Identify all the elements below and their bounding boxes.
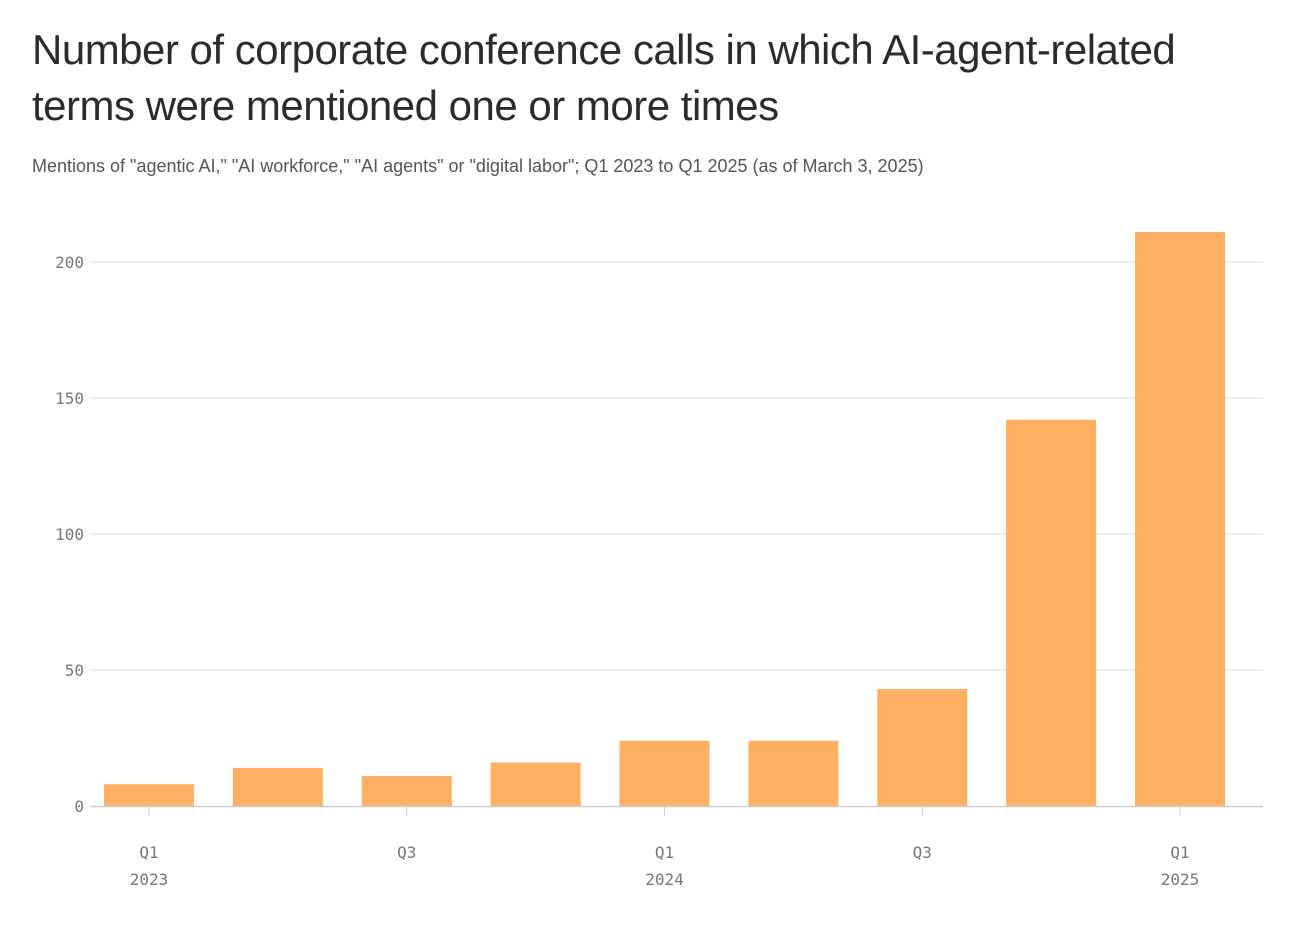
bar-q1-2023 [104,784,194,806]
bar-q1-2024 [619,740,710,806]
bar-q4-2024 [1006,419,1097,806]
x-tick-year-8: 2025 [1161,870,1200,889]
x-tick-quarter-0: Q1 [139,843,158,862]
x-tick-year-4: 2024 [645,870,684,889]
bar-q2-2024 [748,740,839,806]
bar-q4-2023 [490,762,581,806]
bar-q3-2023 [361,776,452,806]
x-tick-quarter-6: Q3 [913,843,932,862]
y-tick-label-0: 0 [74,797,84,816]
chart-subtitle: Mentions of "agentic AI," "AI workforce,… [32,156,924,176]
chart-title: Number of corporate conference calls in … [32,26,1176,129]
y-tick-label-50: 50 [65,661,84,680]
x-tick-quarter-4: Q1 [655,843,674,862]
bar-q1-2025 [1135,232,1225,806]
bars [104,232,1225,806]
x-axis-ticks: Q1 2023 Q3 Q1 2024 Q3 Q1 2025 [130,806,1200,889]
y-tick-label-150: 150 [55,389,84,408]
y-tick-label-200: 200 [55,253,84,272]
y-tick-label-100: 100 [55,525,84,544]
x-tick-quarter-2: Q3 [397,843,416,862]
y-axis-ticks: 0 50 100 150 200 [55,253,84,816]
x-tick-quarter-8: Q1 [1170,843,1189,862]
bar-q2-2023 [232,767,323,806]
x-tick-year-0: 2023 [130,870,169,889]
bar-q3-2024 [877,689,968,806]
